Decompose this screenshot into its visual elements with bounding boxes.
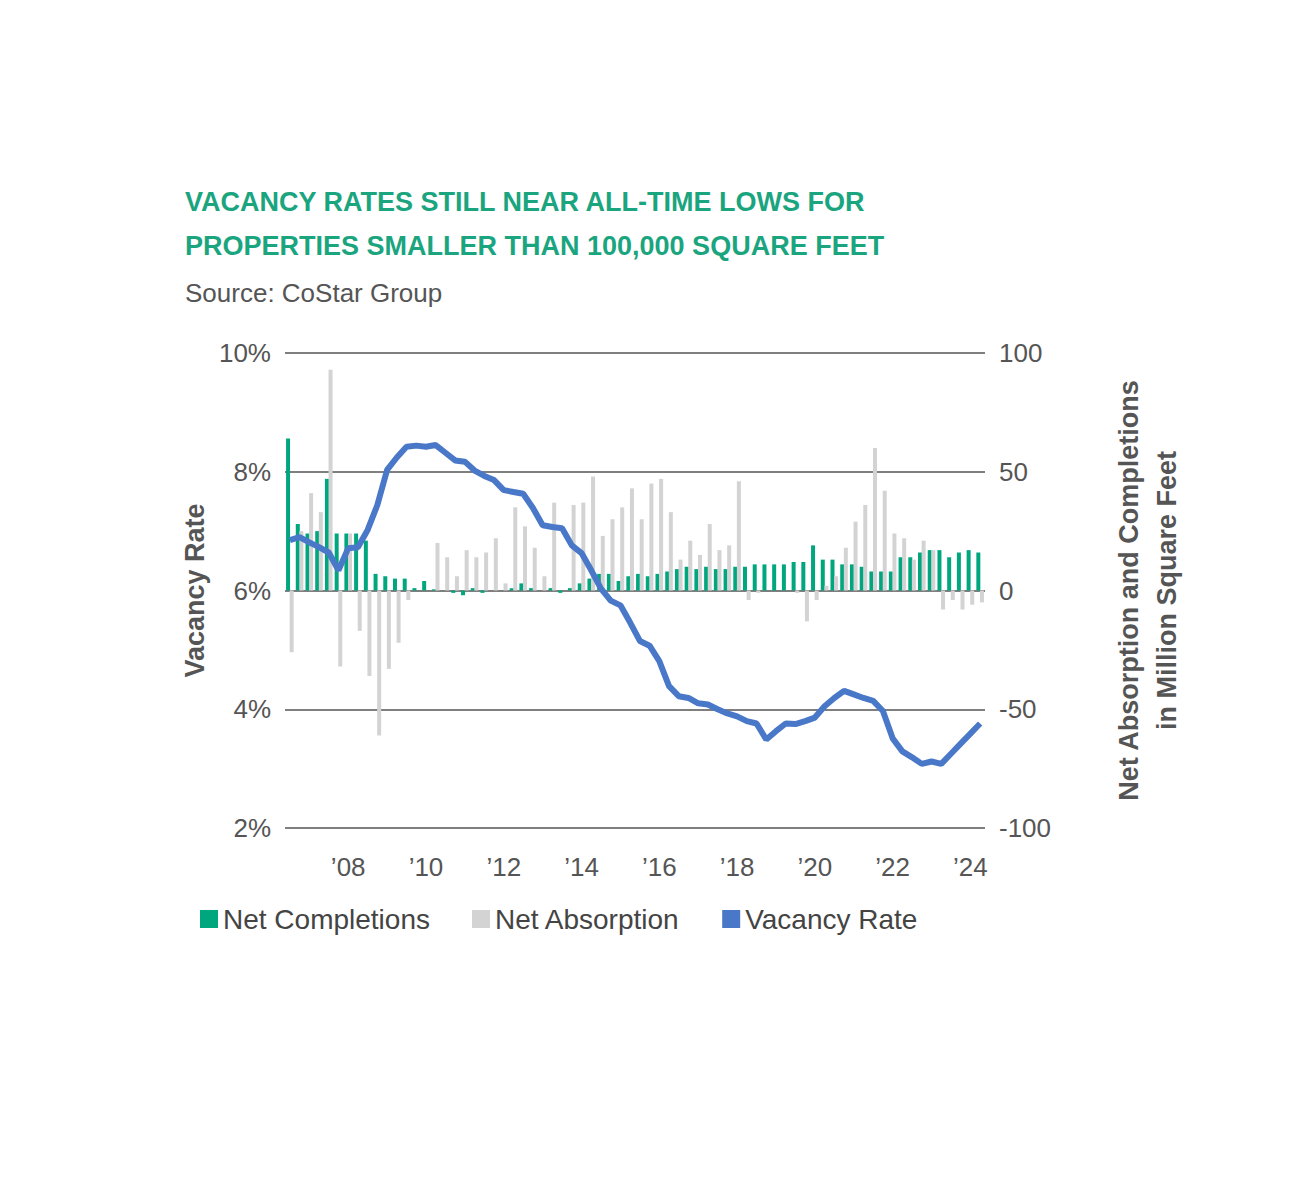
svg-text:’12: ’12 — [486, 852, 521, 882]
svg-text:’24: ’24 — [953, 852, 988, 882]
svg-text:’20: ’20 — [798, 852, 833, 882]
svg-text:4%: 4% — [233, 694, 271, 724]
svg-text:Vacancy Rate: Vacancy Rate — [745, 904, 917, 935]
svg-text:100: 100 — [999, 338, 1042, 368]
svg-text:2%: 2% — [233, 813, 271, 843]
svg-text:’10: ’10 — [409, 852, 444, 882]
svg-text:Net Absorption and Completions: Net Absorption and Completions — [1114, 380, 1144, 801]
svg-text:8%: 8% — [233, 457, 271, 487]
svg-text:-50: -50 — [999, 694, 1037, 724]
svg-text:’14: ’14 — [564, 852, 599, 882]
svg-text:’18: ’18 — [720, 852, 755, 882]
svg-text:PROPERTIES SMALLER THAN 100,00: PROPERTIES SMALLER THAN 100,000 SQUARE F… — [185, 231, 885, 261]
svg-text:Vacancy Rate: Vacancy Rate — [180, 503, 210, 677]
svg-text:in Million Square Feet: in Million Square Feet — [1152, 451, 1182, 730]
svg-text:-100: -100 — [999, 813, 1051, 843]
svg-text:Net Absorption: Net Absorption — [495, 904, 679, 935]
svg-text:’16: ’16 — [642, 852, 677, 882]
svg-text:’22: ’22 — [875, 852, 910, 882]
svg-text:’08: ’08 — [331, 852, 366, 882]
svg-text:Source: CoStar Group: Source: CoStar Group — [185, 278, 442, 308]
svg-text:50: 50 — [999, 457, 1028, 487]
svg-text:0: 0 — [999, 576, 1013, 606]
svg-text:VACANCY RATES STILL NEAR ALL-T: VACANCY RATES STILL NEAR ALL-TIME LOWS F… — [185, 187, 864, 217]
svg-text:6%: 6% — [233, 576, 271, 606]
svg-text:10%: 10% — [219, 338, 271, 368]
svg-text:Net Completions: Net Completions — [223, 904, 430, 935]
